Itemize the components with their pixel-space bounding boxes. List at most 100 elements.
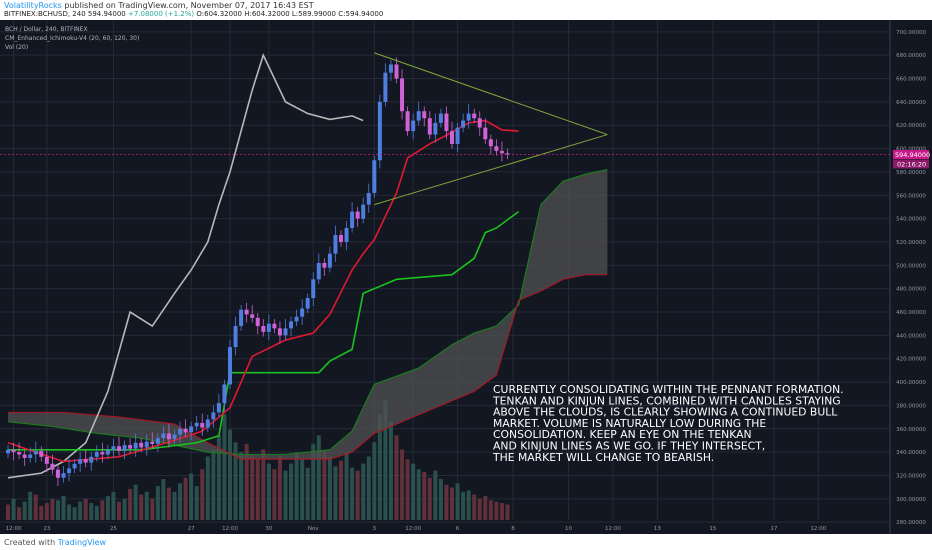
- legend-symbol: BCH / Dollar, 240, BITFINEX: [5, 26, 88, 33]
- volume-bar: [327, 456, 332, 520]
- senkou-span-b: [8, 274, 608, 460]
- volume-bar: [144, 491, 149, 520]
- volume-bar: [488, 500, 493, 520]
- candle-body: [122, 445, 127, 451]
- volume-bar: [366, 456, 371, 520]
- candle-body: [155, 438, 160, 444]
- pennant-upper-line: [374, 52, 608, 136]
- chart-svg[interactable]: 700.00000 680.00000 660.00000 640.00000 620.…: [0, 20, 932, 534]
- volume-bar: [155, 486, 160, 520]
- candle-body: [505, 153, 510, 155]
- candle-body: [83, 459, 88, 463]
- volume-bar: [178, 483, 183, 520]
- volume-bar: [377, 414, 382, 520]
- volume-bar: [211, 449, 216, 520]
- price-tick-label: 280.00000: [896, 520, 926, 526]
- volume-bar: [339, 460, 343, 520]
- volume-bar: [266, 463, 271, 520]
- tradingview-logo[interactable]: TradingView: [57, 538, 107, 547]
- candle-body: [50, 463, 55, 470]
- candle-body: [494, 146, 499, 151]
- volume-bar: [139, 494, 144, 520]
- volume-bar: [383, 400, 388, 520]
- candle-body: [67, 468, 72, 474]
- candle-body: [211, 412, 216, 420]
- candle-body: [255, 317, 260, 327]
- volume-bar: [166, 487, 171, 520]
- legend-volume: Vol (20): [5, 44, 28, 51]
- price-tick-label: 560.00000: [896, 193, 926, 199]
- annotation-line: CURRENTLY CONSOLIDATING WITHIN THE PENNA…: [493, 383, 844, 396]
- candle-body: [350, 211, 355, 228]
- candle-body: [228, 347, 232, 385]
- volume-bar: [477, 498, 482, 520]
- volume-bar: [294, 452, 299, 520]
- volume-bar: [117, 501, 121, 520]
- author-link[interactable]: VolatilityRocks: [4, 1, 62, 10]
- volume-bar: [494, 501, 499, 520]
- price-tick-label: 640.00000: [896, 100, 926, 106]
- candle-body: [294, 316, 299, 322]
- candle-body: [300, 308, 305, 317]
- candle-body: [78, 459, 83, 464]
- price-tick-label: 660.00000: [896, 77, 926, 83]
- pennant-lower-line: [374, 134, 608, 206]
- volume-bar: [433, 470, 438, 520]
- candle-body: [289, 321, 294, 329]
- published-text: published on TradingView.com, November 0…: [64, 1, 314, 10]
- publish-line: VolatilityRocks published on TradingView…: [4, 1, 314, 10]
- candle-body: [6, 449, 10, 454]
- candle-body: [283, 328, 288, 336]
- candle-body: [250, 314, 255, 318]
- price-tick-label: 620.00000: [896, 123, 926, 129]
- volume-bar: [450, 487, 454, 520]
- volume-bar: [150, 498, 155, 520]
- last-price-labels: 594.94000 02:16:20: [893, 149, 930, 169]
- candle-body: [117, 446, 121, 451]
- candle-body: [416, 111, 421, 121]
- time-tick-label: 27: [188, 526, 195, 532]
- time-tick-label: 12:00: [222, 526, 238, 532]
- volume-bar: [355, 470, 360, 520]
- volume-bar: [255, 459, 260, 520]
- time-tick-label: 12:00: [405, 526, 421, 532]
- ohlc-text: O:604.32000 H:604.32000 L:589.99000 C:59…: [196, 10, 384, 18]
- volume-bar: [311, 443, 316, 520]
- volume-bar: [128, 488, 133, 520]
- candle-body: [189, 426, 194, 433]
- volume-bar: [239, 452, 244, 520]
- volume-bar: [372, 442, 377, 520]
- annotation-line: CONSOLIDATION. KEEP AN EYE ON THE TENKAN: [493, 428, 752, 441]
- volume-bars: [6, 400, 510, 520]
- time-tick-label: 8: [511, 526, 515, 532]
- candle-body: [72, 463, 77, 469]
- volume-bar: [461, 491, 466, 520]
- candle-body: [94, 452, 99, 457]
- volume-bar: [111, 491, 116, 520]
- candle-body: [200, 422, 205, 428]
- volume-bar: [316, 435, 321, 520]
- price-tick-label: 500.00000: [896, 263, 926, 269]
- candle-body: [244, 309, 249, 315]
- volume-bar: [272, 469, 277, 520]
- volume-bar: [83, 498, 88, 520]
- candle-body: [355, 211, 360, 219]
- time-tick-label: 3: [373, 526, 377, 532]
- candle-body: [444, 113, 449, 132]
- candle-body: [333, 234, 338, 254]
- candle-body: [438, 113, 443, 123]
- volume-bar: [17, 507, 22, 520]
- candle-body: [472, 113, 477, 119]
- volume-bar: [483, 496, 488, 520]
- candle-body: [28, 454, 33, 458]
- volume-bar: [100, 500, 105, 520]
- price-axis-panel[interactable]: [890, 20, 932, 534]
- candle-body: [100, 452, 105, 455]
- volume-bar: [405, 459, 410, 520]
- chart-area[interactable]: 700.00000 680.00000 660.00000 640.00000 620.…: [0, 20, 932, 534]
- candle-body: [477, 118, 482, 128]
- volume-bar: [289, 463, 294, 520]
- candle-body: [311, 279, 316, 299]
- volume-bar: [61, 496, 66, 520]
- candle-body: [272, 323, 277, 329]
